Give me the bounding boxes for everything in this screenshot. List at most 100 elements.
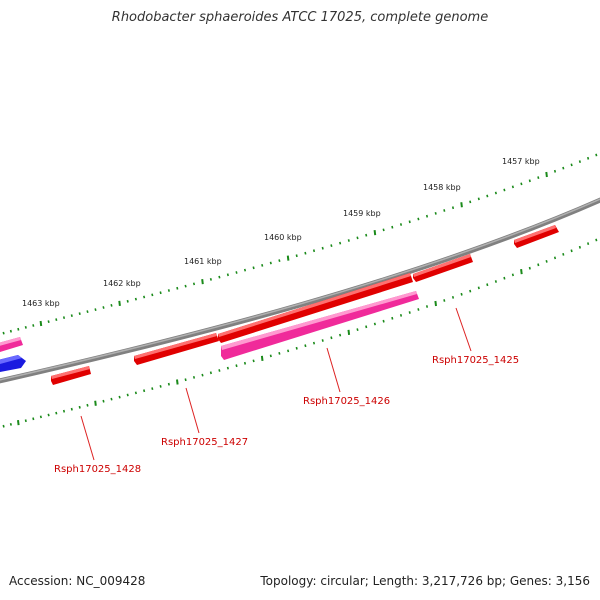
inner-tick-mark [278, 352, 281, 355]
inner-tick-mark [399, 314, 403, 317]
inner-tick-mark [469, 289, 472, 293]
inner-tick-mark [382, 319, 385, 323]
outer-tick-mark [176, 286, 179, 290]
outer-tick-mark [278, 259, 281, 262]
outer-tick-mark [553, 169, 557, 173]
inner-tick-mark [32, 417, 35, 421]
outer-tick-mark [570, 163, 573, 167]
gene-label-rsph17025-1427[interactable]: Rsph17025_1427 [161, 437, 248, 448]
outer-tick-mark [545, 171, 548, 178]
gene-feature-rsph17025-1425[interactable] [413, 254, 473, 282]
outer-tick-mark [226, 273, 229, 277]
outer-tick-mark [55, 318, 58, 321]
outer-tick-mark [269, 261, 272, 265]
inner-tick-mark [2, 424, 5, 428]
inner-tick-mark [486, 283, 489, 287]
inner-tick-mark [201, 373, 204, 377]
gene-feature-upper-long[interactable] [218, 273, 413, 343]
outer-tick-mark [595, 153, 598, 157]
outer-tick-mark [408, 220, 411, 224]
inner-tick-mark [243, 361, 247, 365]
gene-label-rsph17025-1426[interactable]: Rsph17025_1426 [303, 396, 390, 407]
outer-tick-mark [126, 299, 129, 303]
kbp-label-1461: 1461 kbp [184, 257, 222, 266]
outer-tick-row [2, 153, 598, 335]
outer-tick-mark [460, 202, 463, 208]
leader-rsph17025-1427 [185, 387, 200, 434]
gene-feature-left-blue[interactable] [0, 355, 26, 372]
gene-label-rsph17025-1428[interactable]: Rsph17025_1428 [54, 464, 141, 475]
inner-tick-mark [143, 389, 146, 393]
outer-tick-mark [391, 225, 394, 229]
inner-tick-mark [295, 346, 298, 350]
inner-tick-mark [17, 419, 20, 426]
gene-feature-rsph17025-1427[interactable] [134, 333, 219, 365]
outer-tick-mark [503, 188, 506, 192]
inner-tick-mark [269, 354, 272, 358]
gene-label-rsph17025-1425[interactable]: Rsph17025_1425 [432, 355, 519, 366]
outer-tick-mark [451, 206, 455, 210]
inner-tick-mark [537, 263, 540, 267]
inner-tick-mark [595, 238, 598, 242]
inner-tick-mark [134, 391, 137, 395]
outer-tick-mark [39, 320, 43, 327]
outer-tick-mark [243, 268, 247, 272]
outer-tick-mark [295, 254, 298, 258]
inner-tick-mark [192, 376, 196, 379]
gene-feature-rsph17025-1428[interactable] [51, 366, 91, 385]
inner-tick-mark [47, 413, 50, 417]
outer-tick-mark [184, 284, 187, 288]
inner-tick-mark [425, 305, 429, 308]
inner-tick-mark [373, 322, 376, 326]
gene-feature-upper-right[interactable] [514, 225, 559, 248]
inner-tick-mark [570, 249, 573, 253]
inner-tick-mark [356, 328, 359, 331]
outer-tick-mark [24, 326, 27, 329]
outer-tick-mark [70, 314, 73, 317]
outer-tick-mark [62, 316, 66, 319]
outer-tick-mark [78, 312, 81, 315]
outer-tick-mark [443, 209, 446, 212]
inner-tick-mark [330, 336, 333, 340]
inner-tick-mark [209, 371, 212, 375]
outer-tick-mark [286, 255, 290, 261]
gene-feature-left-pink[interactable] [0, 337, 23, 352]
outer-tick-mark [304, 251, 307, 255]
outer-tick-mark [373, 229, 377, 236]
genome-backbone-highlight [0, 198, 600, 381]
inner-tick-mark [62, 409, 66, 413]
outer-tick-mark [578, 160, 581, 163]
outer-tick-mark [434, 212, 437, 215]
outer-tick-mark [159, 291, 162, 295]
accession-text: Accession: NC_009428 [9, 574, 146, 588]
inner-tick-mark [118, 395, 121, 399]
inner-tick-mark [545, 260, 548, 263]
outer-tick-mark [94, 308, 97, 311]
outer-tick-mark [218, 275, 221, 279]
inner-tick-mark [218, 369, 221, 372]
inner-tick-mark [312, 341, 316, 345]
outer-tick-mark [252, 266, 255, 270]
inner-tick-mark [159, 385, 162, 388]
topology-stats: Topology: circular; Length: 3,217,726 bp… [260, 574, 590, 588]
outer-tick-mark [235, 271, 238, 274]
outer-tick-mark [425, 214, 429, 218]
inner-tick-mark [24, 419, 27, 423]
kbp-label-1457: 1457 kbp [502, 157, 540, 166]
outer-tick-mark [201, 278, 204, 285]
outer-tick-mark [261, 264, 264, 267]
outer-tick-mark [356, 236, 359, 240]
outer-tick-mark [520, 182, 523, 186]
gene-feature-rsph17025-1426[interactable] [221, 291, 419, 360]
outer-tick-mark [511, 185, 514, 189]
outer-tick-mark [143, 295, 146, 299]
leader-rsph17025-1428 [80, 415, 95, 461]
inner-tick-mark [553, 256, 557, 260]
inner-tick-mark [578, 245, 581, 249]
inner-tick-mark [304, 344, 307, 348]
outer-tick-mark [347, 239, 350, 242]
inner-tick-mark [587, 242, 590, 245]
inner-tick-mark [39, 415, 42, 419]
outer-tick-mark [477, 197, 480, 201]
